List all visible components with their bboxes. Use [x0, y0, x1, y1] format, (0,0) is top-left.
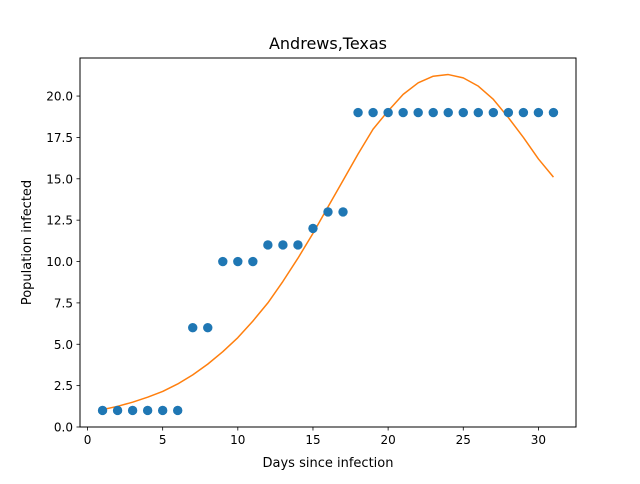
- data-point: [157, 405, 168, 416]
- data-point: [263, 240, 273, 250]
- x-tick-label: 0: [84, 433, 92, 447]
- y-tick-label: 20.0: [46, 90, 73, 104]
- data-point: [127, 405, 138, 416]
- data-point: [428, 107, 438, 118]
- x-tick-label: 10: [230, 433, 245, 447]
- data-point: [488, 107, 499, 118]
- data-point: [112, 405, 123, 416]
- axes-frame: [79, 57, 577, 428]
- x-axis-label: Days since infection: [263, 456, 394, 471]
- data-point: [97, 405, 108, 416]
- data-point: [353, 107, 363, 118]
- data-point: [533, 107, 544, 118]
- y-tick-label: 15.0: [46, 172, 73, 186]
- x-axis: 0 5 10 15 20 25 30: [84, 427, 546, 447]
- data-point: [383, 107, 393, 118]
- data-point: [323, 207, 333, 217]
- x-tick-label: 15: [305, 433, 320, 447]
- y-tick-label: 12.5: [46, 214, 73, 228]
- x-tick-label: 5: [159, 433, 167, 447]
- data-point: [218, 256, 228, 267]
- data-point: [293, 240, 303, 250]
- chart-title: Andrews,Texas: [269, 34, 387, 53]
- data-point: [473, 107, 483, 118]
- data-point: [278, 240, 288, 250]
- plot-area: [97, 73, 559, 416]
- x-tick-label: 25: [456, 433, 471, 447]
- fitted-curve-line: [102, 73, 555, 411]
- y-axis-label: Population infected: [20, 180, 35, 305]
- data-point: [443, 107, 453, 118]
- data-point: [248, 256, 258, 267]
- data-point: [368, 107, 378, 118]
- y-tick-label: 2.5: [54, 379, 73, 393]
- data-point: [233, 256, 243, 267]
- y-tick-label: 10.0: [46, 255, 73, 269]
- y-tick-label: 7.5: [54, 296, 73, 310]
- y-tick-label: 5.0: [54, 338, 73, 352]
- data-point: [413, 107, 423, 118]
- y-axis: 0.0 2.5 5.0 7.5 10.0 12.5 15.0 17.5 20.0: [46, 90, 80, 435]
- data-point: [503, 107, 514, 118]
- data-point: [548, 107, 559, 118]
- data-point: [308, 223, 318, 234]
- data-point: [338, 207, 348, 217]
- data-point: [142, 405, 153, 416]
- data-point: [518, 107, 529, 118]
- data-point: [173, 405, 183, 416]
- x-tick-label: 20: [380, 433, 395, 447]
- data-point: [188, 323, 198, 333]
- y-tick-label: 0.0: [54, 421, 73, 435]
- data-point: [458, 107, 468, 118]
- data-point: [398, 107, 408, 118]
- data-point: [203, 323, 213, 333]
- y-tick-label: 17.5: [46, 131, 73, 145]
- x-tick-label: 30: [531, 433, 546, 447]
